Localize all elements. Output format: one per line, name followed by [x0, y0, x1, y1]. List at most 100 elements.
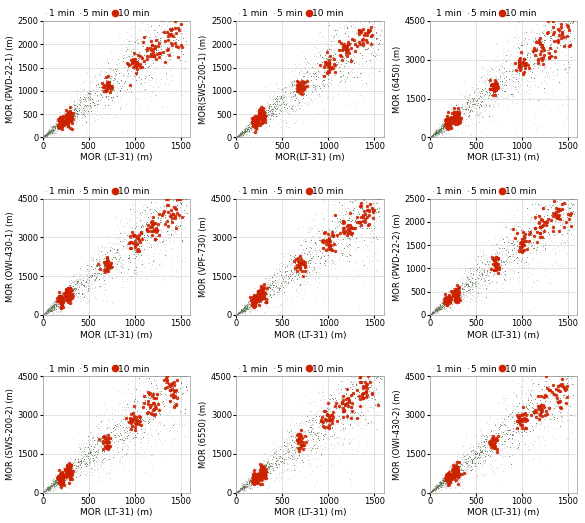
Point	[445, 129, 454, 138]
Point	[446, 121, 455, 129]
Point	[85, 447, 95, 455]
Point	[336, 419, 346, 427]
Point	[77, 276, 86, 285]
Point	[175, 198, 184, 207]
Point	[129, 407, 138, 415]
Point	[333, 60, 343, 69]
Point	[441, 119, 450, 127]
Point	[270, 465, 279, 474]
Point	[233, 487, 242, 496]
Point	[181, 17, 191, 25]
Point	[373, 34, 383, 42]
Point	[250, 293, 259, 301]
Point	[235, 487, 244, 495]
Point	[107, 255, 116, 264]
Point	[436, 124, 445, 132]
Point	[123, 63, 133, 71]
Point	[433, 127, 442, 135]
Point	[428, 487, 437, 495]
Point	[243, 483, 252, 491]
Point	[280, 92, 289, 100]
Point	[441, 302, 450, 310]
Point	[55, 479, 64, 487]
Point	[566, 53, 575, 61]
Point	[232, 311, 241, 319]
Point	[59, 470, 68, 478]
Point	[94, 252, 103, 260]
Point	[61, 110, 71, 119]
Point	[50, 482, 60, 490]
Point	[113, 248, 123, 256]
Point	[291, 65, 300, 74]
Point	[428, 130, 438, 138]
Point	[262, 291, 271, 299]
Point	[563, 195, 572, 203]
Point	[51, 302, 61, 310]
Point	[444, 466, 453, 474]
Point	[515, 65, 525, 73]
Point	[159, 18, 168, 27]
Point	[239, 483, 248, 491]
Point	[245, 122, 254, 131]
Point	[246, 474, 255, 483]
Point	[41, 310, 50, 319]
Point	[102, 259, 112, 268]
Point	[326, 37, 335, 46]
Point	[113, 220, 122, 229]
Point	[294, 263, 304, 271]
Point	[432, 484, 441, 492]
Point	[235, 486, 244, 495]
Point	[247, 481, 256, 490]
Point	[305, 446, 314, 454]
Point	[109, 97, 119, 105]
Point	[292, 443, 301, 451]
Point	[163, 28, 172, 37]
Point	[104, 437, 113, 445]
Point	[122, 58, 132, 66]
Point	[563, 17, 573, 25]
Point	[136, 231, 145, 240]
Point	[561, 226, 570, 235]
Point	[465, 108, 474, 116]
Point	[464, 95, 473, 103]
Point	[348, 435, 357, 443]
Point	[142, 195, 152, 203]
Point	[436, 478, 446, 486]
Point	[126, 37, 136, 46]
Point	[267, 281, 276, 289]
Point	[454, 111, 463, 119]
Point	[441, 116, 450, 124]
Point	[156, 230, 165, 238]
Point	[475, 442, 484, 451]
Point	[328, 64, 338, 73]
Point	[428, 309, 438, 317]
Point	[511, 59, 520, 67]
Point	[428, 486, 437, 494]
Point	[154, 242, 163, 251]
Point	[455, 117, 464, 126]
Point	[249, 114, 259, 122]
Point	[47, 481, 56, 490]
Point	[450, 470, 459, 479]
Point	[555, 211, 564, 219]
Point	[78, 99, 88, 108]
Point	[312, 59, 322, 67]
Point	[57, 117, 67, 125]
Point	[58, 299, 67, 308]
Point	[453, 466, 463, 474]
Point	[455, 106, 464, 114]
Point	[431, 485, 441, 493]
Point	[297, 259, 307, 268]
Point	[332, 222, 342, 231]
Point	[547, 56, 556, 64]
Point	[58, 293, 68, 301]
Point	[311, 246, 320, 254]
Point	[518, 416, 528, 424]
Point	[426, 310, 436, 318]
Point	[488, 271, 498, 280]
Point	[356, 67, 366, 76]
Point	[349, 22, 359, 31]
Point	[554, 405, 563, 413]
Point	[238, 128, 247, 137]
Point	[445, 477, 455, 485]
